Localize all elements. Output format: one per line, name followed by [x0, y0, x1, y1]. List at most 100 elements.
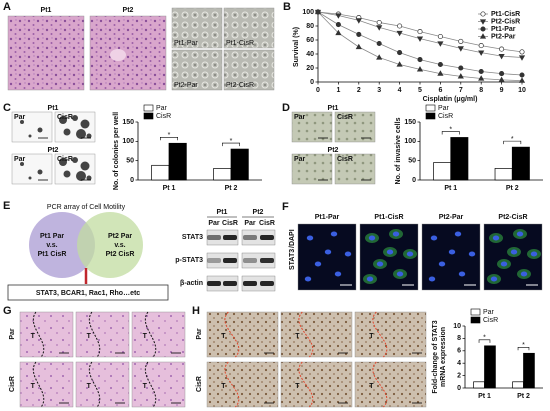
tumor-label: T	[87, 383, 92, 390]
significance-label: *	[483, 335, 486, 342]
image-title: Pt1-CisR	[374, 214, 403, 221]
y-tick-label: 40	[306, 51, 314, 58]
bar	[511, 146, 530, 181]
band	[223, 235, 237, 240]
micrograph	[291, 153, 333, 185]
legend-label: CisR	[483, 317, 498, 324]
image-label: CisR	[57, 114, 73, 121]
nucleus	[438, 261, 446, 267]
significance-label: *	[522, 342, 525, 349]
panel-label: B	[283, 1, 291, 13]
x-tick-label: Pt 1	[444, 185, 457, 192]
x-tick-label: 2	[357, 87, 361, 94]
image-label: Par	[294, 156, 306, 163]
gene-list: STAT3, BCAR1, Rac1, Rho…etc	[36, 290, 140, 297]
venn-label: v.s.	[114, 242, 125, 249]
panel-label: G	[3, 305, 12, 317]
marker	[478, 43, 484, 49]
y-tick-label: 50	[408, 158, 416, 165]
blot	[241, 229, 276, 246]
band	[260, 258, 274, 263]
legend-marker	[479, 19, 487, 25]
y-axis-title: No. of colonies per well	[113, 112, 120, 190]
micrograph	[206, 361, 279, 408]
colony	[72, 157, 78, 163]
marker	[376, 25, 383, 31]
colony	[63, 128, 71, 136]
legend-label: Pt1-CisR	[491, 11, 520, 18]
nucleus	[392, 231, 400, 237]
bar	[512, 381, 524, 389]
colony	[72, 115, 78, 121]
band	[207, 258, 221, 263]
legend-label: Pt2-Par	[491, 33, 516, 40]
panel-label: C	[3, 102, 11, 114]
marker	[519, 49, 525, 55]
marker	[499, 71, 505, 77]
micrograph	[280, 361, 353, 408]
x-tick-label: Pt 2	[225, 185, 238, 192]
image-label: CisR	[337, 156, 353, 163]
x-tick-label: Pt 1	[478, 393, 491, 400]
marker	[518, 77, 526, 83]
legend-label: Pt1-Par	[491, 26, 516, 33]
micrograph	[171, 49, 223, 91]
venn-circle	[77, 212, 143, 278]
micrograph	[131, 311, 186, 358]
significance-bracket	[503, 140, 522, 145]
colony	[20, 120, 24, 124]
significance-bracket	[222, 142, 240, 147]
image-label: Par	[294, 114, 306, 121]
legend-label: Pt2-CisR	[491, 18, 520, 25]
y-tick-label: 100	[122, 138, 134, 145]
marker	[437, 70, 444, 76]
image-label: Pt1-CisR	[226, 40, 254, 47]
bar	[523, 352, 535, 389]
band	[243, 235, 257, 240]
tumor-border	[89, 361, 101, 408]
colony	[37, 169, 43, 175]
y-axis-title: mRNA expression	[440, 327, 447, 387]
legend-marker	[479, 33, 487, 39]
panel-label: E	[3, 200, 10, 212]
tumor-label: T	[295, 333, 300, 340]
significance-bracket	[160, 136, 178, 141]
x-tick-label: 4	[398, 87, 402, 94]
nucleus	[490, 276, 498, 282]
marker	[417, 29, 423, 35]
marker	[376, 54, 383, 60]
y-tick-label: 50	[126, 158, 134, 165]
venn-label: Pt2 Par	[108, 233, 132, 240]
tumor-border	[145, 361, 157, 408]
marker	[457, 73, 464, 79]
row-label: CisR	[9, 376, 16, 392]
micrograph	[334, 111, 376, 143]
venn-label: v.s.	[46, 242, 57, 249]
bar	[494, 168, 513, 181]
marker	[518, 55, 526, 61]
image-label: CisR	[57, 156, 73, 163]
nucleus	[334, 271, 342, 277]
tumor-label: T	[143, 383, 148, 390]
image-label: CisR	[337, 114, 353, 121]
panel-label: H	[192, 305, 200, 317]
micrograph	[19, 361, 74, 408]
marker	[498, 53, 505, 60]
marker	[437, 61, 443, 68]
nucleus	[330, 231, 338, 237]
image-label: Par	[14, 156, 26, 163]
colony	[63, 170, 71, 178]
micrograph	[354, 361, 427, 408]
micrograph	[75, 311, 130, 358]
image-label: Par	[14, 114, 26, 121]
image-label: Pt2-Par	[174, 82, 198, 89]
legend-label: CisR	[438, 113, 453, 120]
x-tick-label: Pt 2	[517, 393, 530, 400]
image-title: Pt2	[123, 7, 134, 14]
tumor-label: T	[221, 333, 226, 340]
micrograph	[171, 7, 223, 49]
nucleus	[516, 231, 524, 237]
panel-label: D	[282, 102, 290, 114]
